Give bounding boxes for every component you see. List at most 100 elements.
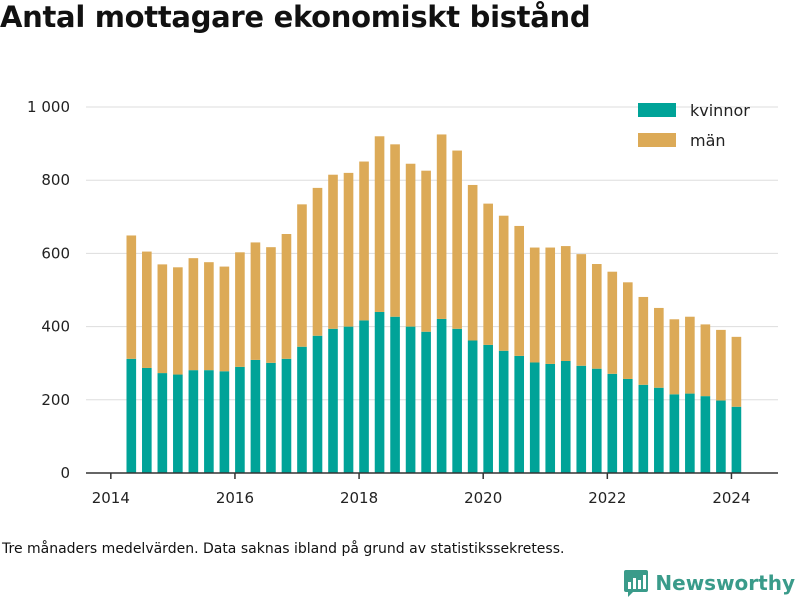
bar-man [436,134,447,319]
legend-swatch-kvinnor [638,103,676,117]
bar-man [591,264,602,369]
bar-kvinnor [281,358,292,473]
bar-man [328,174,338,329]
bar-man [343,172,354,327]
bar-man [514,225,525,356]
footnote: Tre månaders medelvärden. Data saknas ib… [2,541,565,557]
bar-man [483,203,493,345]
bar-kvinnor [390,316,400,473]
bar-kvinnor [312,335,323,473]
newsworthy-logo-icon [624,570,649,597]
brand-logo[interactable]: Newsworthy [623,568,795,598]
bar-kvinnor [374,311,385,473]
bar-man [576,254,587,366]
bar-kvinnor [576,365,587,473]
bar-man [669,319,680,395]
bar-kvinnor [142,367,152,473]
bar-kvinnor [514,355,525,473]
bar-man [235,252,245,367]
bar-kvinnor [343,326,354,473]
bar-man [716,329,726,401]
bar-kvinnor [591,368,602,473]
bar-kvinnor [405,326,416,473]
bar-man [250,242,261,360]
bar-man [374,136,385,312]
bar-kvinnor [638,384,649,473]
bar-man [142,251,152,368]
bar-man [545,247,556,364]
bar-kvinnor [529,362,540,473]
bar-man [312,187,323,336]
y-tick-label: 0 [60,464,70,482]
bar-man [421,170,431,332]
bar-kvinnor [359,320,369,473]
bar-man [467,184,478,341]
bar-man [452,150,462,329]
bar-kvinnor [173,374,183,473]
bar-man [654,307,664,388]
bar-man [731,336,742,407]
bar-man [281,234,292,359]
bar-kvinnor [545,363,556,473]
bar-man [498,215,509,351]
bar-man [390,144,400,317]
x-tick-label: 2020 [464,489,502,507]
y-tick-label: 400 [41,318,70,336]
bar-kvinnor [560,361,571,473]
bar-man [297,204,307,347]
x-tick-label: 2014 [92,489,130,507]
bar-man [560,246,571,362]
y-tick-label: 800 [41,171,70,189]
bar-kvinnor [654,387,664,473]
bar-kvinnor [126,358,137,473]
bar-man [405,163,416,327]
legend-label-man: män [690,131,726,150]
bar-man [126,235,137,359]
legend-label-kvinnor: kvinnor [690,101,750,120]
bar-kvinnor [266,362,276,473]
x-tick-label: 2024 [712,489,750,507]
bar-kvinnor [436,318,447,473]
bar-kvinnor [452,328,462,473]
bar-man [607,271,618,374]
y-tick-label: 200 [41,391,70,409]
bar-kvinnor [498,350,509,473]
bar-kvinnor [157,373,168,473]
y-tick-label: 1 000 [27,98,70,116]
bar-man [173,267,183,375]
bar-kvinnor [219,371,230,473]
x-tick-label: 2018 [340,489,378,507]
bar-kvinnor [188,370,199,473]
bar-kvinnor [328,328,338,473]
bar-kvinnor [204,370,214,473]
y-tick-label: 600 [41,244,70,262]
bar-man [204,262,214,371]
bar-man [188,258,199,371]
bar-kvinnor [700,396,711,473]
bar-man [685,316,695,394]
bar-kvinnor [235,366,245,473]
bar-man [219,266,230,372]
brand-name: Newsworthy [655,571,795,595]
bar-kvinnor [483,344,493,473]
bar-kvinnor [467,340,478,473]
bar-man [529,247,540,363]
bar-man [359,161,369,321]
bar-man [622,282,633,379]
legend-swatch-man [638,133,676,147]
bar-kvinnor [297,346,307,473]
bar-kvinnor [607,373,618,473]
bar-kvinnor [716,400,726,473]
bar-kvinnor [685,393,695,473]
x-tick-label: 2016 [216,489,254,507]
bar-kvinnor [250,359,261,473]
bar-kvinnor [622,378,633,473]
bar-kvinnor [421,331,431,473]
bar-man [700,324,711,397]
bar-kvinnor [669,394,680,473]
x-tick-label: 2022 [588,489,626,507]
bar-man [157,264,168,374]
bar-kvinnor [731,406,742,473]
bar-man [266,247,276,363]
